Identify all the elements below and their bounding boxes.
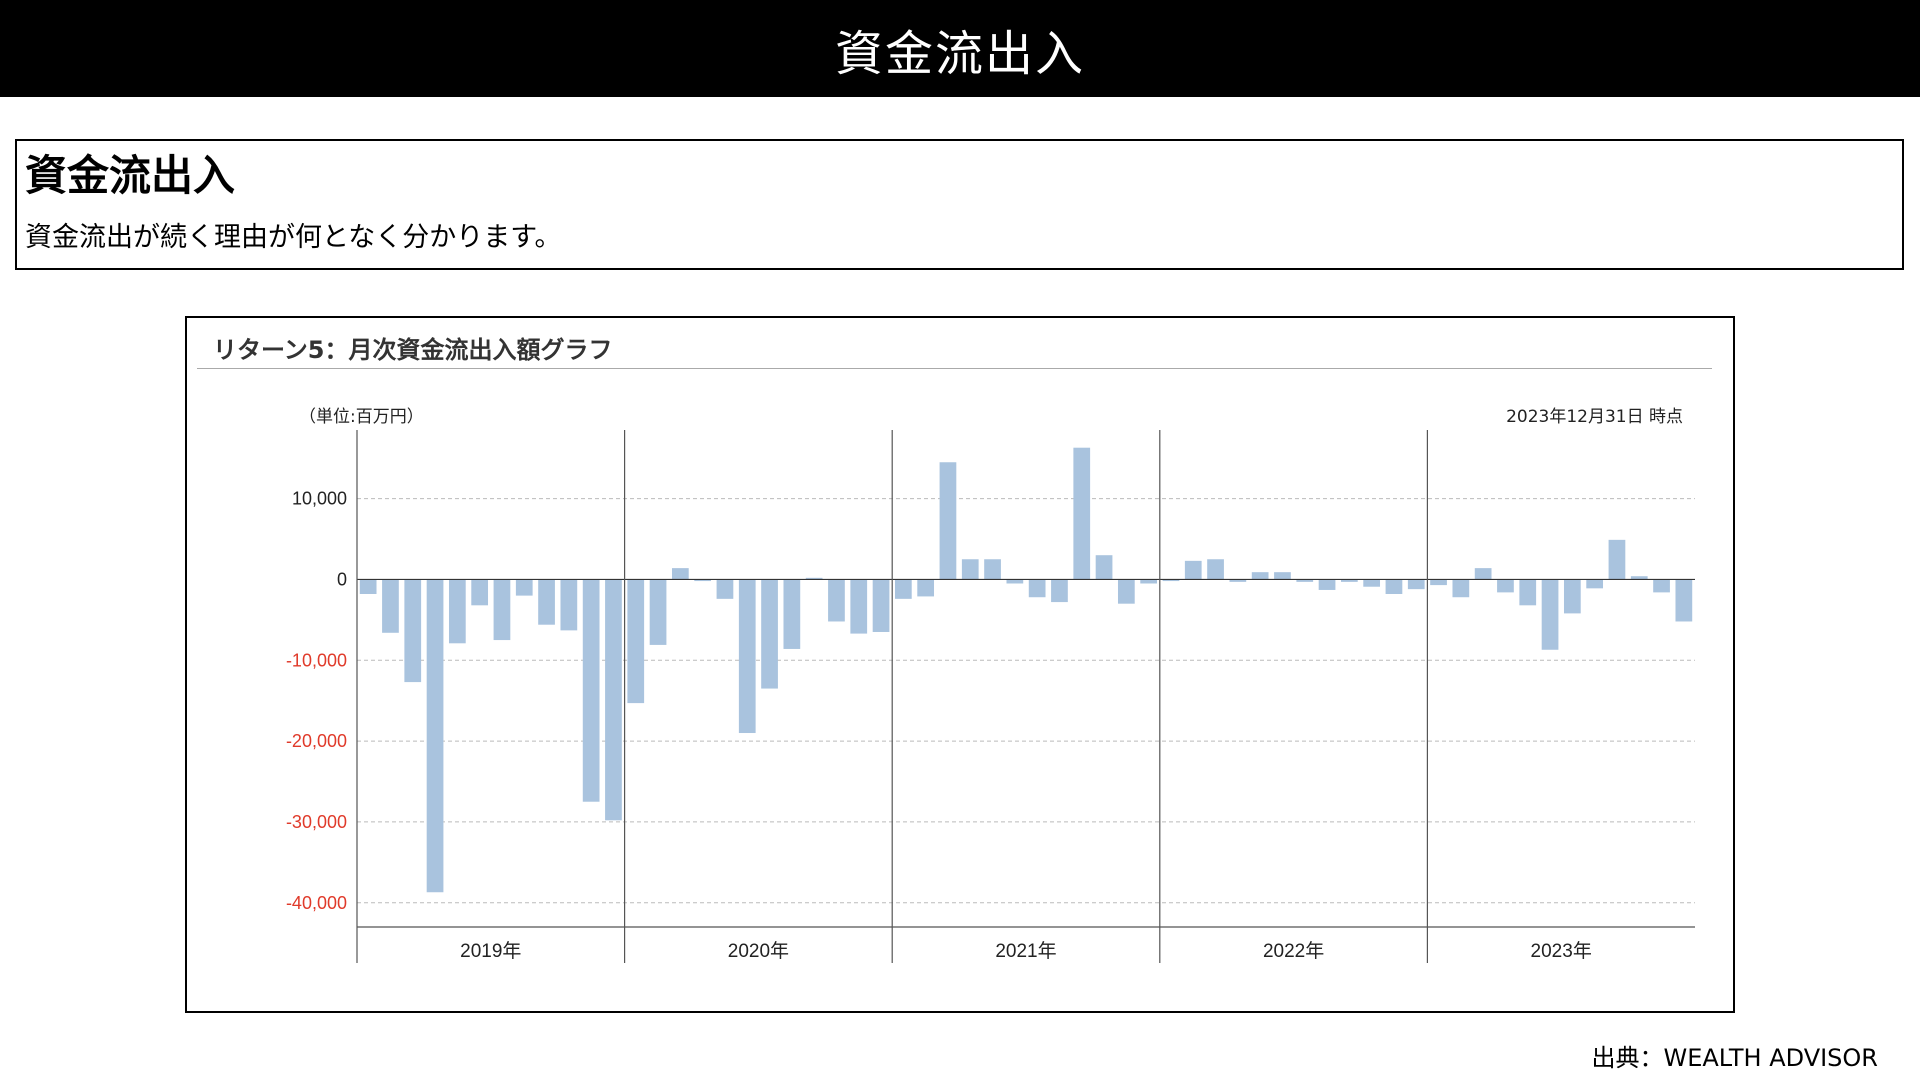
y-tick-label: 0 — [337, 569, 347, 589]
bar — [984, 559, 1001, 580]
bar — [671, 568, 689, 580]
bar — [1162, 579, 1180, 582]
bar — [493, 579, 511, 641]
chart-title: リターン5：月次資金流出入額グラフ — [213, 336, 613, 364]
bar — [1385, 579, 1403, 594]
bar — [1318, 579, 1336, 590]
y-tick-label: -40,000 — [286, 893, 347, 913]
bar — [359, 579, 377, 594]
bar — [605, 579, 622, 821]
bar — [939, 462, 957, 580]
title-divider — [197, 368, 1712, 369]
bar — [1541, 579, 1559, 650]
bar — [1563, 579, 1581, 614]
bar — [716, 579, 734, 599]
unit-label: （単位:百万円） — [299, 407, 424, 427]
bar — [448, 579, 466, 644]
bar — [515, 579, 533, 596]
bar — [961, 559, 979, 580]
y-tick-label: -30,000 — [286, 812, 347, 832]
bar — [738, 579, 756, 734]
bar — [1452, 579, 1470, 598]
bar — [560, 579, 578, 631]
x-tick-label: 2022年 — [1263, 940, 1324, 962]
bar — [1497, 579, 1514, 593]
header-bar: 資金流出入 — [0, 0, 1920, 97]
bar — [404, 579, 422, 683]
bar — [1653, 579, 1670, 593]
bar — [1229, 579, 1247, 582]
chart-panel: リターン5：月次資金流出入額グラフ （単位:百万円） 2023年12月31日 時… — [185, 316, 1735, 1013]
bar — [917, 579, 935, 597]
bar — [627, 579, 645, 704]
bar — [894, 579, 912, 599]
y-tick-label: -10,000 — [286, 650, 347, 670]
bar — [1028, 579, 1046, 598]
bar — [1051, 579, 1068, 603]
bar — [1073, 447, 1091, 580]
bar — [850, 579, 868, 634]
bar — [1207, 559, 1224, 580]
bar — [1675, 579, 1693, 622]
bar — [694, 579, 712, 582]
bar — [761, 579, 778, 689]
intro-box: 資金流出入 資金流出が続く理由が何となく分かります。 — [15, 139, 1904, 270]
bar — [1006, 579, 1024, 584]
bar — [471, 579, 489, 606]
header-title: 資金流出入 — [834, 25, 1085, 82]
x-tick-label: 2020年 — [728, 940, 789, 962]
source-credit: 出典：WEALTH ADVISOR — [1591, 1044, 1879, 1072]
bar — [382, 579, 399, 633]
bar — [649, 579, 667, 645]
bar — [1519, 579, 1537, 606]
bar — [1296, 579, 1314, 582]
bar — [1184, 560, 1202, 580]
bar — [426, 579, 444, 893]
bar — [1586, 579, 1604, 589]
bar — [1140, 579, 1158, 584]
intro-heading: 資金流出入 — [25, 151, 236, 200]
bar — [1274, 572, 1291, 580]
bar — [582, 579, 600, 802]
bar — [783, 579, 801, 649]
y-tick-label: 10,000 — [292, 489, 347, 509]
bar-chart: 10,000 0 -10,000 -20,000 -30,000 -40,000 2019年… — [286, 430, 1695, 963]
bar — [1340, 579, 1358, 582]
bar — [1608, 539, 1626, 580]
bar — [828, 579, 845, 622]
as-of-label: 2023年12月31日 時点 — [1506, 407, 1683, 427]
bar — [1407, 579, 1425, 590]
x-tick-label: 2021年 — [995, 940, 1056, 962]
x-tick-label: 2023年 — [1531, 940, 1592, 962]
bar — [1430, 579, 1447, 586]
bar — [805, 577, 823, 580]
bar — [1095, 555, 1113, 580]
bar — [1363, 579, 1381, 587]
bar — [1474, 568, 1492, 580]
bar — [1630, 576, 1648, 580]
bar — [1117, 579, 1135, 604]
bar — [538, 579, 555, 625]
y-tick-label: -20,000 — [286, 731, 347, 751]
x-tick-label: 2019年 — [460, 940, 521, 962]
intro-description: 資金流出が続く理由が何となく分かります。 — [25, 222, 562, 254]
bar — [872, 579, 890, 632]
bar — [1251, 572, 1269, 580]
